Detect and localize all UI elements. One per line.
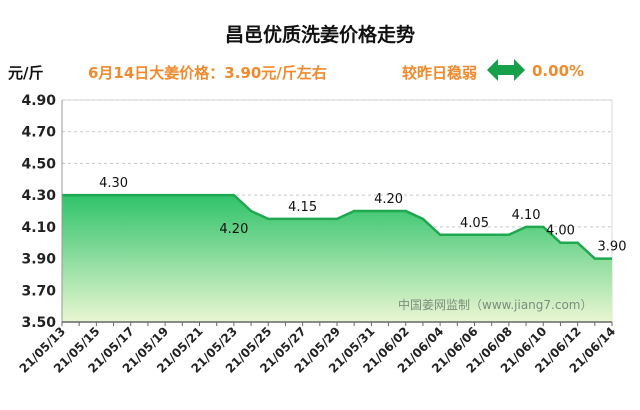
y-tick-label: 4.50 [21, 156, 56, 172]
data-label: 4.15 [288, 200, 317, 215]
y-tick-label: 4.90 [21, 93, 56, 109]
price-area [62, 195, 612, 322]
y-tick-label: 3.70 [21, 283, 56, 299]
y-tick-label: 3.50 [21, 315, 56, 331]
change-value: 0.00% [532, 62, 585, 80]
double-arrow-icon [487, 59, 525, 81]
data-label: 4.20 [374, 192, 403, 207]
data-label: 4.30 [99, 176, 128, 191]
price-note: 6月14日大姜价格：3.90元/斤左右 [88, 64, 327, 82]
watermark: 中国姜网监制（www.jiang7.com） [398, 298, 593, 312]
data-label: 4.20 [219, 222, 248, 237]
y-unit-label: 元/斤 [8, 64, 44, 82]
data-label: 3.90 [598, 240, 627, 255]
price-line [62, 193, 612, 260]
data-label: 4.00 [546, 224, 575, 239]
y-tick-label: 3.90 [21, 252, 56, 268]
y-tick-label: 4.70 [21, 125, 56, 141]
y-tick-label: 4.30 [21, 188, 56, 204]
chart-title: 昌邑优质洗姜价格走势 [224, 24, 415, 46]
data-label: 4.10 [512, 208, 541, 223]
y-tick-label: 4.10 [21, 220, 56, 236]
data-label: 4.05 [460, 216, 489, 231]
compare-label: 较昨日稳弱 [402, 64, 478, 82]
